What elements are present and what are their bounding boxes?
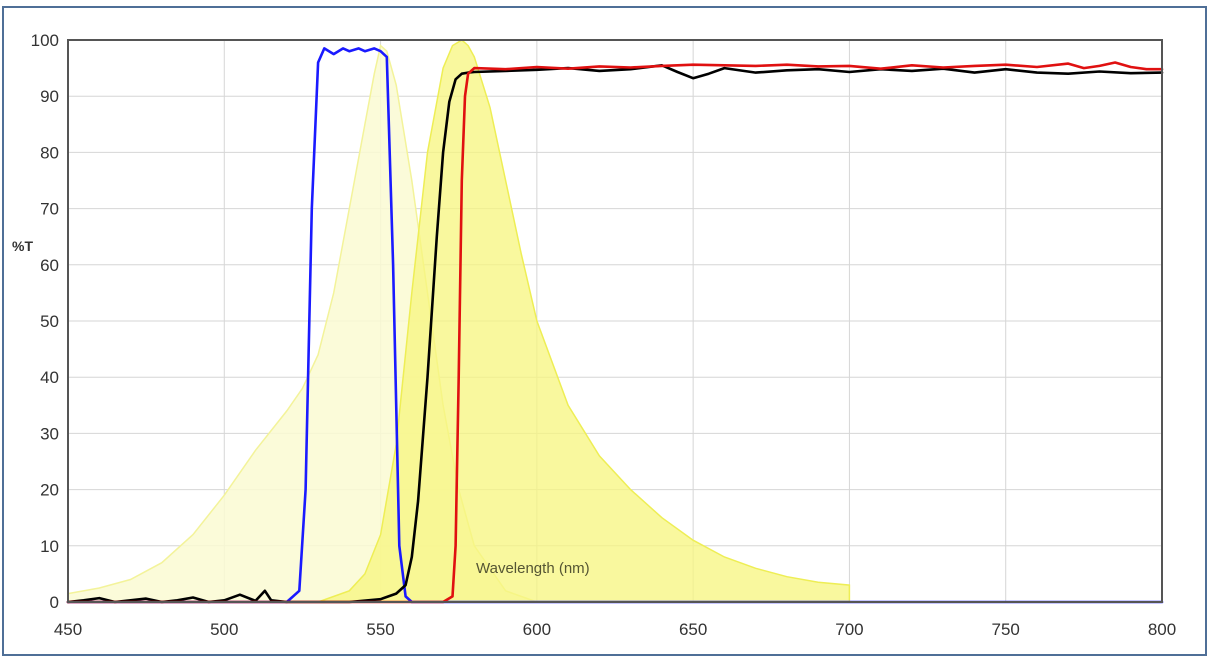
x-tick-label: 500 (210, 620, 238, 639)
y-tick-label: 30 (40, 424, 59, 443)
y-tick-label: 20 (40, 481, 59, 500)
x-tick-label: 550 (366, 620, 394, 639)
x-tick-label: 800 (1148, 620, 1176, 639)
x-tick-labels: 450 500 550 600 650 700 750 800 (54, 620, 1176, 639)
x-axis-label: Wavelength (nm) (476, 560, 590, 577)
area-series-1 (317, 39, 851, 603)
plot-border (67, 39, 1163, 603)
x-tick-label: 750 (992, 620, 1020, 639)
x-tick-label: 600 (523, 620, 551, 639)
y-tick-label: 60 (40, 256, 59, 275)
y-tick-label: 70 (40, 200, 59, 219)
y-axis-label: %T (12, 238, 33, 254)
y-tick-label: 80 (40, 143, 59, 162)
y-tick-label: 90 (40, 87, 59, 106)
y-tick-label: 50 (40, 312, 59, 331)
x-tick-label: 450 (54, 620, 82, 639)
area-series (67, 39, 851, 603)
y-tick-label: 0 (50, 593, 59, 612)
line-series-2 (66, 47, 1164, 604)
y-tick-label: 100 (31, 31, 59, 50)
y-tick-labels: 0 10 20 30 40 50 60 70 80 90 100 (31, 31, 59, 612)
y-tick-label: 40 (40, 368, 59, 387)
line-series-4 (66, 61, 1164, 604)
x-tick-label: 650 (679, 620, 707, 639)
y-tick-label: 10 (40, 537, 59, 556)
x-tick-label: 700 (835, 620, 863, 639)
